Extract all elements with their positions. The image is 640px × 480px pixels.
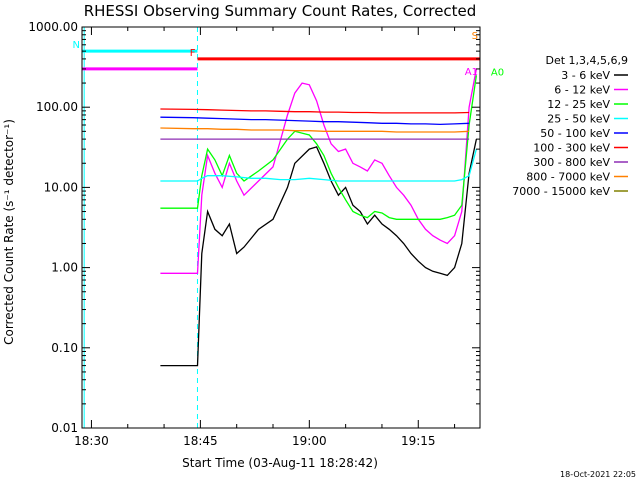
state-bars: N F A1 S A0 bbox=[73, 31, 505, 78]
y-axis-label: Corrected Count Rate (s⁻¹ detector⁻¹) bbox=[2, 119, 16, 345]
x-tick-label: 19:00 bbox=[292, 434, 327, 448]
legend-label-25-50-kev: 25 - 50 keV bbox=[547, 113, 610, 126]
y-tick-label: 100.00 bbox=[36, 100, 78, 114]
x-tick-label: 18:45 bbox=[183, 434, 218, 448]
y-tick-label: 1000.00 bbox=[28, 20, 78, 34]
tick-labels: 0.01 0.10 1.00 10.00 100.00 1000.00 18:30 18:45… bbox=[28, 20, 435, 448]
state-label-s: S bbox=[472, 31, 478, 42]
state-label-a1: A1 bbox=[465, 67, 478, 78]
legend-label-800-7000-kev: 800 - 7000 keV bbox=[526, 171, 610, 184]
series-3-6-kev bbox=[160, 138, 478, 367]
chart-title: RHESSI Observing Summary Count Rates, Co… bbox=[84, 2, 477, 20]
state-label-f: F bbox=[190, 48, 196, 59]
series-25-50-kev bbox=[160, 148, 478, 182]
legend-label-300-800-kev: 300 - 800 keV bbox=[533, 156, 610, 169]
vertical-markers bbox=[83, 27, 198, 428]
y-tick-label: 0.10 bbox=[51, 341, 78, 355]
series-12-25-kev bbox=[160, 75, 478, 220]
legend-label-6-12-kev: 6 - 12 keV bbox=[554, 84, 610, 97]
legend-label-50-100-kev: 50 - 100 keV bbox=[540, 127, 610, 140]
footer-date: 18-Oct-2021 22:05 bbox=[560, 470, 636, 479]
state-label-n: N bbox=[73, 40, 80, 51]
y-tick-label: 0.01 bbox=[51, 421, 78, 435]
legend-label-7000-15000-kev: 7000 - 15000 keV bbox=[512, 185, 610, 198]
legend-title: Det 1,3,4,5,6,9 bbox=[545, 54, 628, 67]
y-tick-label: 1.00 bbox=[51, 261, 78, 275]
legend-label-100-300-kev: 100 - 300 keV bbox=[533, 142, 610, 155]
x-tick-label: 18:30 bbox=[74, 434, 109, 448]
series-800-7000-kev bbox=[160, 127, 470, 133]
legend-label-12-25-kev: 12 - 25 keV bbox=[547, 98, 610, 111]
annotation-a0: A0 bbox=[491, 67, 504, 78]
series-100-300-kev bbox=[160, 108, 470, 114]
x-axis-label: Start Time (03-Aug-11 18:28:42) bbox=[182, 456, 378, 470]
series-6-12-kev bbox=[160, 68, 478, 274]
x-tick-label: 19:15 bbox=[401, 434, 436, 448]
plot-frame bbox=[81, 26, 481, 429]
series-lines bbox=[160, 68, 478, 367]
series-50-100-kev bbox=[160, 116, 470, 126]
y-tick-label: 10.00 bbox=[44, 180, 78, 194]
axes bbox=[81, 26, 481, 429]
legend-label-3-6-kev: 3 - 6 keV bbox=[561, 69, 610, 82]
